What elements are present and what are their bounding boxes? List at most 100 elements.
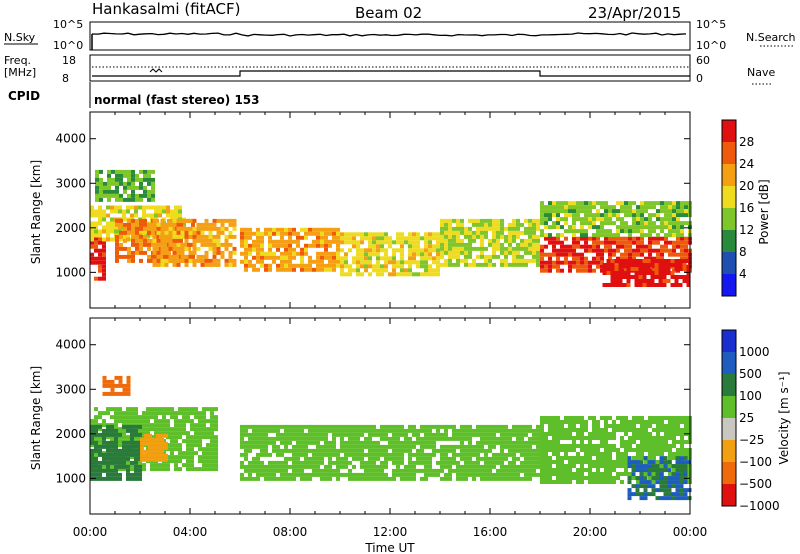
data-cell bbox=[683, 456, 688, 461]
data-cell bbox=[210, 431, 214, 436]
data-cell bbox=[175, 222, 179, 227]
data-cell bbox=[584, 233, 588, 238]
data-cell bbox=[114, 419, 118, 424]
data-cell bbox=[472, 218, 476, 223]
data-cell bbox=[180, 218, 185, 223]
data-cell bbox=[400, 232, 404, 237]
data-cell bbox=[516, 428, 520, 433]
data-cell bbox=[170, 455, 174, 460]
data-cell bbox=[94, 448, 98, 453]
data-cell bbox=[151, 177, 155, 182]
data-cell bbox=[364, 232, 368, 237]
data-cell bbox=[540, 264, 544, 269]
data-cell bbox=[576, 229, 580, 234]
data-cell bbox=[592, 452, 596, 456]
data-cell bbox=[360, 444, 364, 449]
data-cell bbox=[444, 258, 448, 263]
data-cell bbox=[134, 472, 138, 477]
data-cell bbox=[340, 432, 344, 437]
data-cell bbox=[604, 480, 608, 484]
data-cell bbox=[164, 246, 169, 251]
data-cell bbox=[168, 222, 173, 227]
data-cell bbox=[300, 444, 304, 449]
data-cell bbox=[264, 464, 268, 469]
data-cell bbox=[674, 259, 679, 263]
data-cell bbox=[94, 419, 98, 424]
data-cell bbox=[652, 221, 656, 226]
data-cell bbox=[672, 240, 676, 245]
data-cell bbox=[126, 468, 130, 473]
data-cell bbox=[684, 424, 688, 428]
data-cell bbox=[110, 387, 115, 392]
data-cell bbox=[572, 456, 576, 460]
data-cell bbox=[284, 227, 288, 232]
data-cell bbox=[380, 236, 384, 241]
data-cell bbox=[356, 260, 360, 265]
data-cell bbox=[252, 436, 256, 441]
data-cell bbox=[164, 258, 169, 263]
data-cell bbox=[176, 218, 181, 223]
data-cell bbox=[680, 240, 684, 245]
data-cell bbox=[336, 255, 340, 260]
data-cell bbox=[580, 268, 584, 273]
data-cell bbox=[252, 440, 256, 445]
data-cell bbox=[675, 476, 680, 481]
data-cell bbox=[127, 254, 131, 259]
data-cell bbox=[187, 254, 191, 259]
data-cell bbox=[648, 436, 652, 440]
data-cell bbox=[516, 254, 520, 259]
data-cell bbox=[596, 432, 600, 436]
data-cell bbox=[572, 236, 576, 241]
data-cell bbox=[667, 496, 672, 501]
data-cell bbox=[464, 246, 468, 251]
data-cell bbox=[635, 484, 640, 489]
data-cell bbox=[512, 428, 516, 433]
data-cell bbox=[328, 231, 332, 236]
data-cell bbox=[580, 225, 584, 230]
data-cell bbox=[164, 234, 169, 239]
nsearch-label: N.Search bbox=[746, 31, 796, 44]
data-cell bbox=[492, 238, 496, 243]
data-cell bbox=[260, 436, 264, 441]
data-cell bbox=[556, 464, 560, 468]
data-cell bbox=[600, 201, 604, 206]
data-cell bbox=[202, 423, 206, 428]
data-cell bbox=[276, 239, 280, 244]
data-cell bbox=[680, 244, 684, 249]
data-cell bbox=[568, 472, 572, 476]
data-cell bbox=[568, 436, 572, 440]
data-cell bbox=[130, 448, 134, 453]
data-cell bbox=[300, 432, 304, 437]
data-cell bbox=[651, 492, 656, 497]
data-cell bbox=[110, 205, 114, 210]
data-cell bbox=[268, 235, 272, 240]
data-cell bbox=[292, 251, 296, 256]
data-cell bbox=[556, 236, 560, 241]
data-cell bbox=[548, 428, 552, 432]
data-cell bbox=[528, 238, 532, 243]
data-cell bbox=[143, 250, 147, 255]
data-cell bbox=[452, 234, 456, 239]
data-cell bbox=[528, 250, 532, 255]
data-cell bbox=[122, 427, 126, 432]
data-cell bbox=[107, 189, 111, 194]
data-cell bbox=[396, 248, 400, 253]
data-cell bbox=[276, 267, 280, 272]
data-cell bbox=[675, 492, 680, 497]
data-cell bbox=[264, 444, 268, 449]
data-cell bbox=[627, 488, 632, 493]
data-cell bbox=[110, 424, 114, 429]
data-cell bbox=[412, 464, 416, 469]
colorbar-tick-label: 500 bbox=[739, 367, 762, 381]
data-cell bbox=[620, 424, 624, 428]
data-cell bbox=[102, 252, 106, 257]
data-cell bbox=[648, 205, 652, 210]
data-cell bbox=[186, 463, 190, 468]
data-cell bbox=[158, 423, 162, 428]
data-cell bbox=[428, 268, 432, 273]
data-cell bbox=[214, 427, 218, 432]
data-cell bbox=[464, 452, 468, 457]
data-cell bbox=[667, 476, 672, 481]
data-cell bbox=[664, 440, 668, 444]
data-cell bbox=[336, 239, 340, 244]
